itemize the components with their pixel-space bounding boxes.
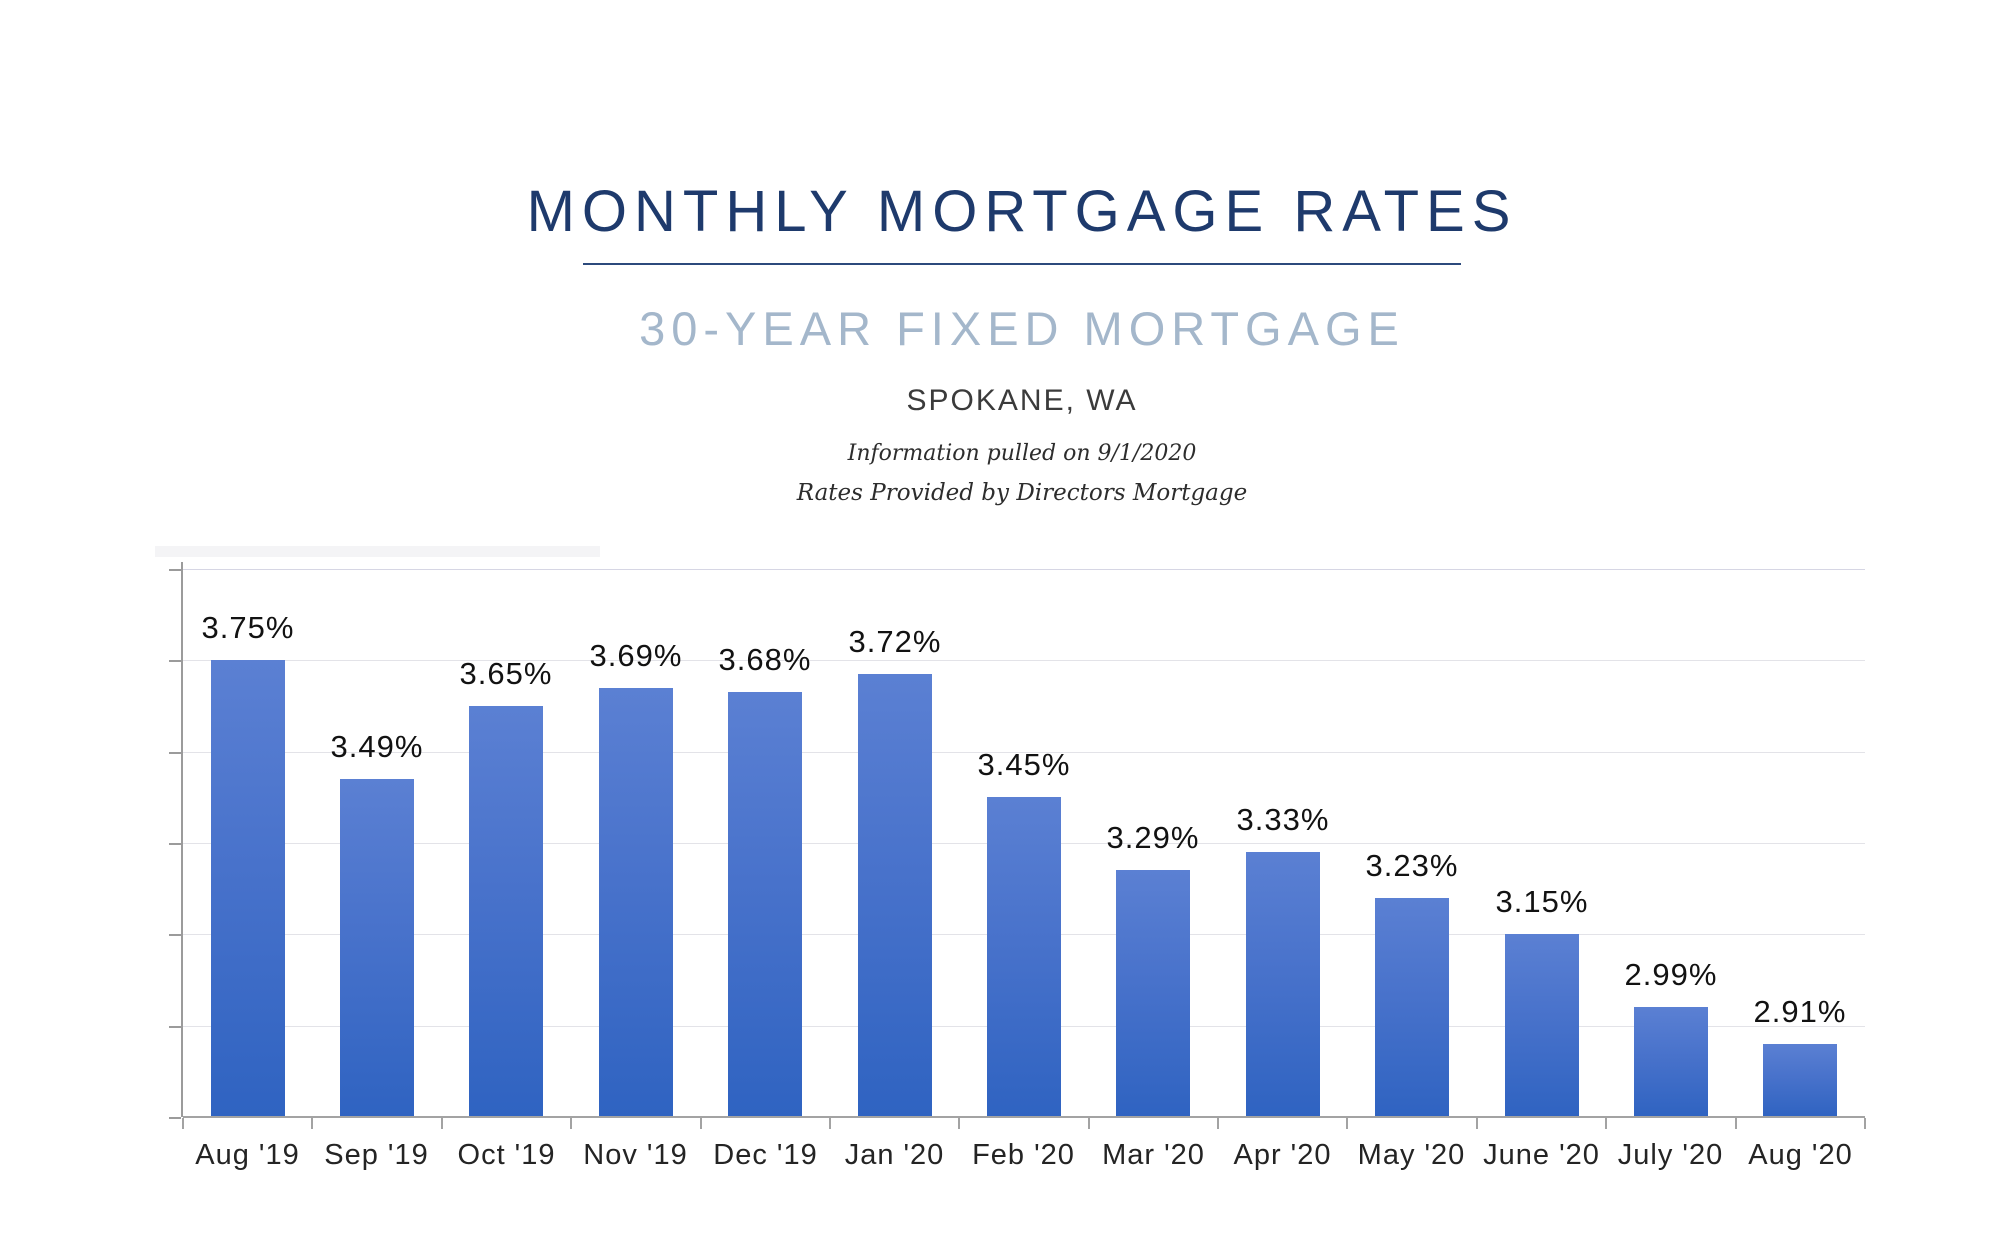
x-axis-label: Jan '20 (844, 1139, 945, 1171)
bar-value-label: 3.65% (459, 656, 553, 691)
x-axis-label: Mar '20 (1102, 1139, 1205, 1171)
bar (1505, 934, 1579, 1117)
x-axis-tick (1217, 1118, 1219, 1129)
x-axis-label: Sep '19 (324, 1139, 429, 1171)
x-axis-tick (700, 1118, 702, 1129)
bar (987, 797, 1061, 1117)
x-axis-tick (1476, 1118, 1478, 1129)
x-axis-tick (311, 1118, 313, 1129)
bar-value-label: 3.23% (1365, 848, 1459, 883)
bar (1763, 1044, 1837, 1117)
y-axis-tick (169, 934, 181, 936)
x-axis-label: Oct '19 (457, 1139, 556, 1171)
x-axis-tick (182, 1118, 184, 1129)
gridline (183, 569, 1865, 570)
location-label: SPOKANE, WA (906, 384, 1138, 417)
bar (1246, 852, 1320, 1117)
info-pulled-date: Information pulled on 9/1/2020 (847, 441, 1197, 466)
bar (599, 688, 673, 1117)
x-axis-label: Dec '19 (713, 1139, 818, 1171)
x-axis-tick (1605, 1118, 1607, 1129)
x-axis-tick (958, 1118, 960, 1129)
bar (1375, 898, 1449, 1117)
x-axis-label: June '20 (1483, 1139, 1600, 1171)
bar (211, 660, 285, 1117)
bar-value-label: 3.49% (330, 729, 424, 764)
gridline (183, 752, 1865, 753)
chart-header: MONTHLY MORTGAGE RATES 30-YEAR FIXED MOR… (44, 0, 2000, 505)
x-axis-label: May '20 (1357, 1139, 1466, 1171)
x-axis (183, 1116, 1865, 1118)
x-axis-label: Feb '20 (972, 1139, 1075, 1171)
y-axis-tick (169, 1117, 181, 1119)
bar-value-label: 3.72% (848, 624, 942, 659)
bar-value-label: 3.15% (1495, 884, 1589, 919)
x-axis-tick (1346, 1118, 1348, 1129)
bar-value-label: 3.29% (1106, 820, 1200, 855)
x-axis-tick (441, 1118, 443, 1129)
rates-provider-credit: Rates Provided by Directors Mortgage (796, 480, 1248, 506)
x-axis-label: Nov '19 (583, 1139, 688, 1171)
x-axis-tick (1864, 1118, 1866, 1129)
page-title: MONTHLY MORTGAGE RATES (526, 179, 1518, 244)
bar-value-label: 3.68% (718, 642, 812, 677)
bar (1116, 870, 1190, 1117)
y-axis-tick (169, 569, 181, 571)
x-axis-tick (829, 1118, 831, 1129)
bar-value-label: 3.69% (589, 638, 683, 673)
bar-value-label: 3.45% (977, 747, 1071, 782)
x-axis-label: Apr '20 (1233, 1139, 1332, 1171)
bar (1634, 1007, 1708, 1117)
x-axis-tick (1088, 1118, 1090, 1129)
title-underline-divider (583, 263, 1461, 265)
bar-value-label: 2.99% (1624, 957, 1718, 992)
bar (469, 706, 543, 1117)
bar-value-label: 3.75% (201, 610, 295, 645)
bar-value-label: 2.91% (1753, 994, 1847, 1029)
x-axis-label: Aug '20 (1748, 1139, 1853, 1171)
x-axis-tick (570, 1118, 572, 1129)
y-axis-tick (169, 752, 181, 754)
bar-value-label: 3.33% (1236, 802, 1330, 837)
y-axis (181, 562, 183, 1117)
x-axis-label: Aug '19 (195, 1139, 300, 1171)
bar (340, 779, 414, 1117)
faint-top-strip (155, 546, 600, 557)
gridline (183, 660, 1865, 661)
y-axis-tick (169, 1026, 181, 1028)
x-axis-label: July '20 (1617, 1139, 1724, 1171)
bar (858, 674, 932, 1117)
y-axis-tick (169, 843, 181, 845)
chart-subtitle: 30-YEAR FIXED MORTGAGE (639, 302, 1405, 355)
y-axis-tick (169, 660, 181, 662)
bar (728, 692, 802, 1117)
x-axis-tick (1735, 1118, 1737, 1129)
